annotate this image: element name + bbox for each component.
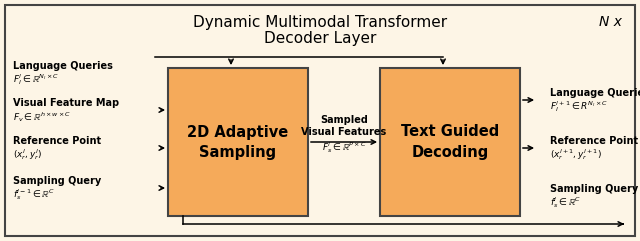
Text: $F_s^l \in \mathbb{R}^{P\times C}$: $F_s^l \in \mathbb{R}^{P\times C}$ (322, 141, 366, 155)
Text: Visual Feature Map: Visual Feature Map (13, 98, 119, 108)
Text: $F_l^l \in \mathbb{R}^{N_l \times C}$: $F_l^l \in \mathbb{R}^{N_l \times C}$ (13, 73, 60, 87)
Text: Sampling: Sampling (200, 145, 276, 160)
Text: $(x_r^{l+1}, y_r^{l+1})$: $(x_r^{l+1}, y_r^{l+1})$ (550, 147, 602, 162)
Text: Reference Point: Reference Point (13, 136, 101, 146)
Text: Reference Point: Reference Point (550, 136, 638, 146)
Text: 2D Adaptive: 2D Adaptive (188, 125, 289, 140)
Text: $F_l^{l+1} \in R^{N_l \times C}$: $F_l^{l+1} \in R^{N_l \times C}$ (550, 100, 608, 114)
Bar (168, 68, 308, 216)
Text: Language Queries: Language Queries (13, 61, 113, 71)
Text: Text Guided: Text Guided (401, 125, 499, 140)
Text: Decoder Layer: Decoder Layer (264, 31, 376, 46)
Text: Dynamic Multimodal Transformer: Dynamic Multimodal Transformer (193, 14, 447, 29)
Text: Visual Features: Visual Features (301, 127, 387, 137)
Text: $f_s^{l-1} \in \mathbb{R}^{C}$: $f_s^{l-1} \in \mathbb{R}^{C}$ (13, 187, 55, 202)
Bar (380, 68, 520, 216)
Text: $(x_r^l, y_r^l)$: $(x_r^l, y_r^l)$ (13, 147, 42, 162)
Text: N x: N x (599, 15, 622, 29)
Text: Sampling Query: Sampling Query (550, 184, 638, 194)
Text: Sampled: Sampled (320, 115, 368, 125)
Text: $F_v \in \mathbb{R}^{h \times w \times C}$: $F_v \in \mathbb{R}^{h \times w \times C… (13, 110, 71, 124)
Text: Sampling Query: Sampling Query (13, 176, 101, 186)
Text: Language Queries: Language Queries (550, 88, 640, 98)
Text: $f_s^l \in \mathbb{R}^{C}$: $f_s^l \in \mathbb{R}^{C}$ (550, 195, 581, 210)
Text: Decoding: Decoding (412, 145, 488, 160)
